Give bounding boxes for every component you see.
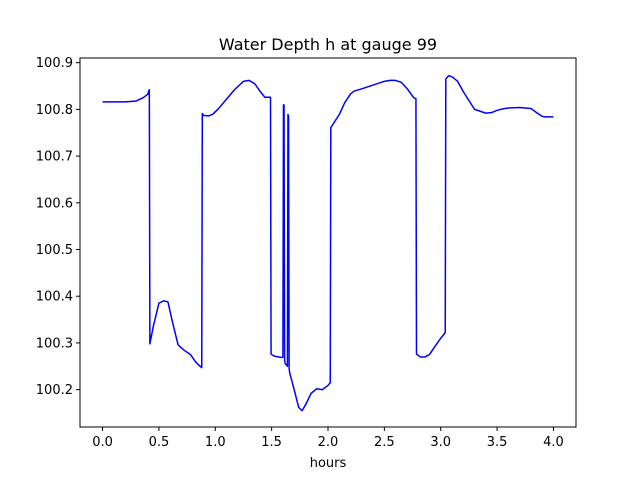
x-tick-label: 4.0 — [543, 435, 564, 450]
x-tick-label: 0.0 — [92, 435, 113, 450]
x-tick-label: 3.0 — [430, 435, 451, 450]
y-tick-label: 100.4 — [36, 290, 73, 305]
x-tick-label: 1.0 — [205, 435, 226, 450]
plot-area — [79, 57, 577, 428]
x-tick-label: 1.5 — [261, 435, 282, 450]
y-tick-label: 100.3 — [36, 336, 73, 351]
y-tick-label: 100.2 — [36, 383, 73, 398]
y-tick-label: 100.9 — [36, 56, 73, 71]
x-tick-label: 0.5 — [149, 435, 170, 450]
x-axis-label: hours — [310, 456, 347, 471]
x-axis: 0.0 0.5 1.0 1.5 2.0 2.5 3.0 3.5 4.0 — [92, 427, 564, 450]
y-tick-label: 100.8 — [36, 103, 73, 118]
plot-frame — [79, 57, 577, 428]
chart-title: Water Depth h at gauge 99 — [219, 35, 437, 54]
y-axis: 100.2 100.3 100.4 100.5 100.6 100.7 100.8 100.9 — [36, 56, 80, 398]
x-tick-label: 2.5 — [374, 435, 395, 450]
x-tick-label: 3.5 — [487, 435, 508, 450]
y-tick-label: 100.5 — [36, 243, 73, 258]
series-line — [102, 75, 554, 412]
y-tick-label: 100.7 — [36, 150, 73, 165]
y-tick-label: 100.6 — [36, 196, 73, 211]
x-tick-label: 2.0 — [318, 435, 339, 450]
